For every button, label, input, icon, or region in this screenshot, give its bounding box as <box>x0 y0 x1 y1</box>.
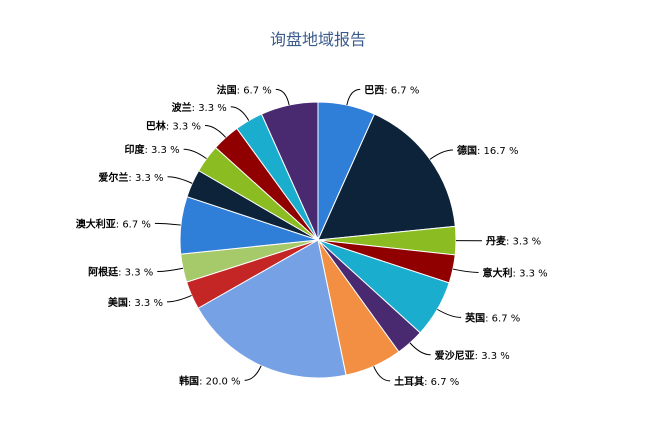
data-label-value: : 3.3 % <box>475 351 510 362</box>
label-connector <box>346 88 361 106</box>
data-label-name: 丹麦 <box>486 235 507 248</box>
data-label: 巴西: 6.7 % <box>364 84 419 96</box>
label-connector <box>409 342 431 356</box>
data-label-name: 美国 <box>108 296 128 309</box>
data-label: 法国: 6.7 % <box>217 83 272 96</box>
data-label-name: 法国 <box>217 83 237 96</box>
data-label: 土耳其: 6.7 % <box>394 375 459 388</box>
data-label: 印度: 3.3 % <box>124 143 179 156</box>
data-labels: 巴西: 6.7 %德国: 16.7 %丹麦: 3.3 %意大利: 3.3 %英国… <box>76 83 548 388</box>
data-label-name: 巴林 <box>146 120 167 133</box>
label-connector <box>167 176 193 184</box>
data-label-value: : 20.0 % <box>199 376 241 387</box>
data-label-name: 爱尔兰 <box>98 171 128 184</box>
data-label-value: : 6.7 % <box>424 377 459 388</box>
label-connector <box>275 88 290 106</box>
pie-slices <box>179 101 457 379</box>
label-connector <box>230 106 250 121</box>
data-label-value: : 6.7 % <box>116 219 151 230</box>
pie-slice[interactable] <box>317 113 456 241</box>
data-label: 波兰: 3.3 % <box>172 101 227 114</box>
chart-title: 询盘地域报告 <box>270 30 366 49</box>
data-label-value: : 3.3 % <box>144 145 179 156</box>
data-label-name: 波兰 <box>172 101 192 114</box>
label-connector <box>244 365 262 381</box>
label-connectors <box>154 88 483 382</box>
data-label-value: : 3.3 % <box>506 237 541 248</box>
data-label-name: 阿根廷 <box>88 266 119 279</box>
data-label-name: 澳大利亚 <box>76 217 116 230</box>
label-connector <box>166 294 192 303</box>
data-label: 阿根廷: 3.3 % <box>88 266 153 279</box>
data-label-value: : 6.7 % <box>237 85 272 96</box>
data-label-name: 土耳其 <box>394 375 424 388</box>
data-label: 德国: 16.7 % <box>456 144 518 157</box>
data-label: 澳大利亚: 6.7 % <box>76 217 151 230</box>
label-connector <box>154 222 181 226</box>
data-label: 巴林: 3.3 % <box>146 120 201 133</box>
data-label-name: 韩国 <box>179 374 199 387</box>
data-label: 美国: 3.3 % <box>108 296 163 309</box>
data-label-value: : 3.3 % <box>118 268 153 279</box>
data-label-name: 巴西 <box>364 84 384 96</box>
data-label: 英国: 6.7 % <box>464 311 520 324</box>
label-connector <box>183 148 207 160</box>
data-label: 爱尔兰: 3.3 % <box>98 171 163 184</box>
data-label: 丹麦: 3.3 % <box>486 235 541 248</box>
label-connector <box>373 366 391 382</box>
data-label: 韩国: 20.0 % <box>179 374 241 387</box>
data-label-value: : 3.3 % <box>128 173 163 184</box>
data-label-value: : 3.3 % <box>513 268 548 279</box>
data-label-value: : 16.7 % <box>477 146 518 157</box>
data-label-value: : 3.3 % <box>166 122 201 133</box>
label-connector <box>429 149 453 160</box>
data-label-name: 德国 <box>456 144 477 157</box>
data-label-name: 英国 <box>464 311 485 324</box>
data-label: 意大利: 3.3 % <box>483 266 548 279</box>
data-label-value: : 3.3 % <box>128 298 163 309</box>
label-connector <box>204 125 227 138</box>
data-label-value: : 6.7 % <box>384 85 419 96</box>
data-label-value: : 6.7 % <box>485 313 520 324</box>
label-connector <box>157 267 184 272</box>
data-label: 爱沙尼亚: 3.3 % <box>435 349 510 362</box>
label-connector <box>437 308 462 318</box>
data-label-name: 印度 <box>124 143 145 156</box>
data-label-name: 爱沙尼亚 <box>435 349 475 362</box>
data-label-value: : 3.3 % <box>192 103 227 114</box>
label-connector <box>452 268 479 273</box>
data-label-name: 意大利 <box>483 266 513 279</box>
